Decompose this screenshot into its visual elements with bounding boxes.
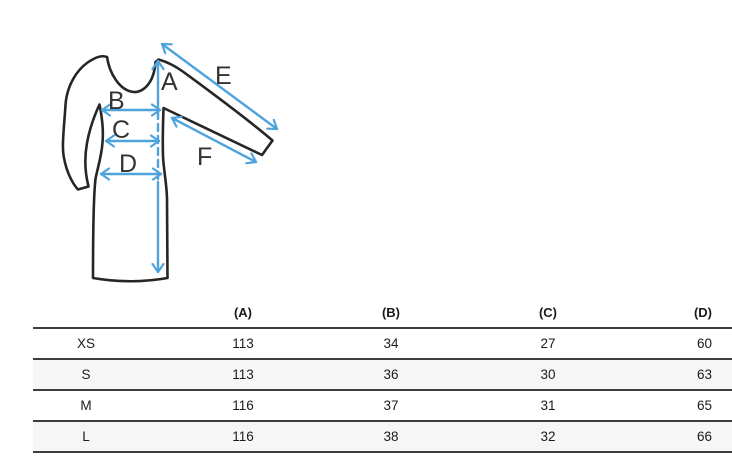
- value-b: 38: [347, 421, 435, 453]
- measurement-label-a: A: [161, 68, 178, 96]
- size-diagram: A B C D E F: [61, 42, 279, 283]
- size-label: S: [33, 359, 139, 391]
- column-header-b: (B): [347, 298, 435, 329]
- value-d: 66: [661, 421, 732, 453]
- column-header-d: (D): [661, 298, 732, 329]
- value-c: 32: [435, 421, 661, 453]
- value-d: 60: [661, 328, 732, 360]
- measurement-label-b: B: [108, 87, 125, 115]
- value-a: 116: [139, 390, 347, 422]
- value-a: 116: [139, 421, 347, 453]
- value-b: 37: [347, 390, 435, 422]
- measurement-label-f: F: [197, 143, 212, 171]
- value-c: 27: [435, 328, 661, 360]
- value-b: 36: [347, 359, 435, 391]
- size-table-header: (A) (B) (C) (D): [33, 298, 732, 329]
- column-header-a: (A): [139, 298, 347, 329]
- table-row-m: M 116 37 31 65: [33, 390, 732, 422]
- measurement-label-e: E: [215, 62, 232, 90]
- table-row-s: S 113 36 30 63: [33, 359, 732, 391]
- size-label: L: [33, 421, 139, 453]
- measurement-label-c: C: [112, 116, 130, 144]
- column-header-c: (C): [435, 298, 661, 329]
- value-a: 113: [139, 359, 347, 391]
- table-row-l: L 116 38 32 66: [33, 421, 732, 453]
- value-c: 31: [435, 390, 661, 422]
- value-a: 113: [139, 328, 347, 360]
- measurement-arrow-e: [160, 42, 279, 131]
- size-label: XS: [33, 328, 139, 360]
- column-header-size: [33, 298, 139, 329]
- value-d: 65: [661, 390, 732, 422]
- size-label: M: [33, 390, 139, 422]
- size-table: (A) (B) (C) (D) XS 113 34 27 60 S 113 36: [33, 298, 732, 453]
- measurement-label-d: D: [119, 150, 137, 178]
- table-row-xs: XS 113 34 27 60: [33, 328, 732, 360]
- header-row: (A) (B) (C) (D): [33, 298, 732, 329]
- value-d: 63: [661, 359, 732, 391]
- measurement-arrow-f: [170, 115, 258, 165]
- value-b: 34: [347, 328, 435, 360]
- value-c: 30: [435, 359, 661, 391]
- size-table-container: (A) (B) (C) (D) XS 113 34 27 60 S 113 36: [33, 298, 732, 453]
